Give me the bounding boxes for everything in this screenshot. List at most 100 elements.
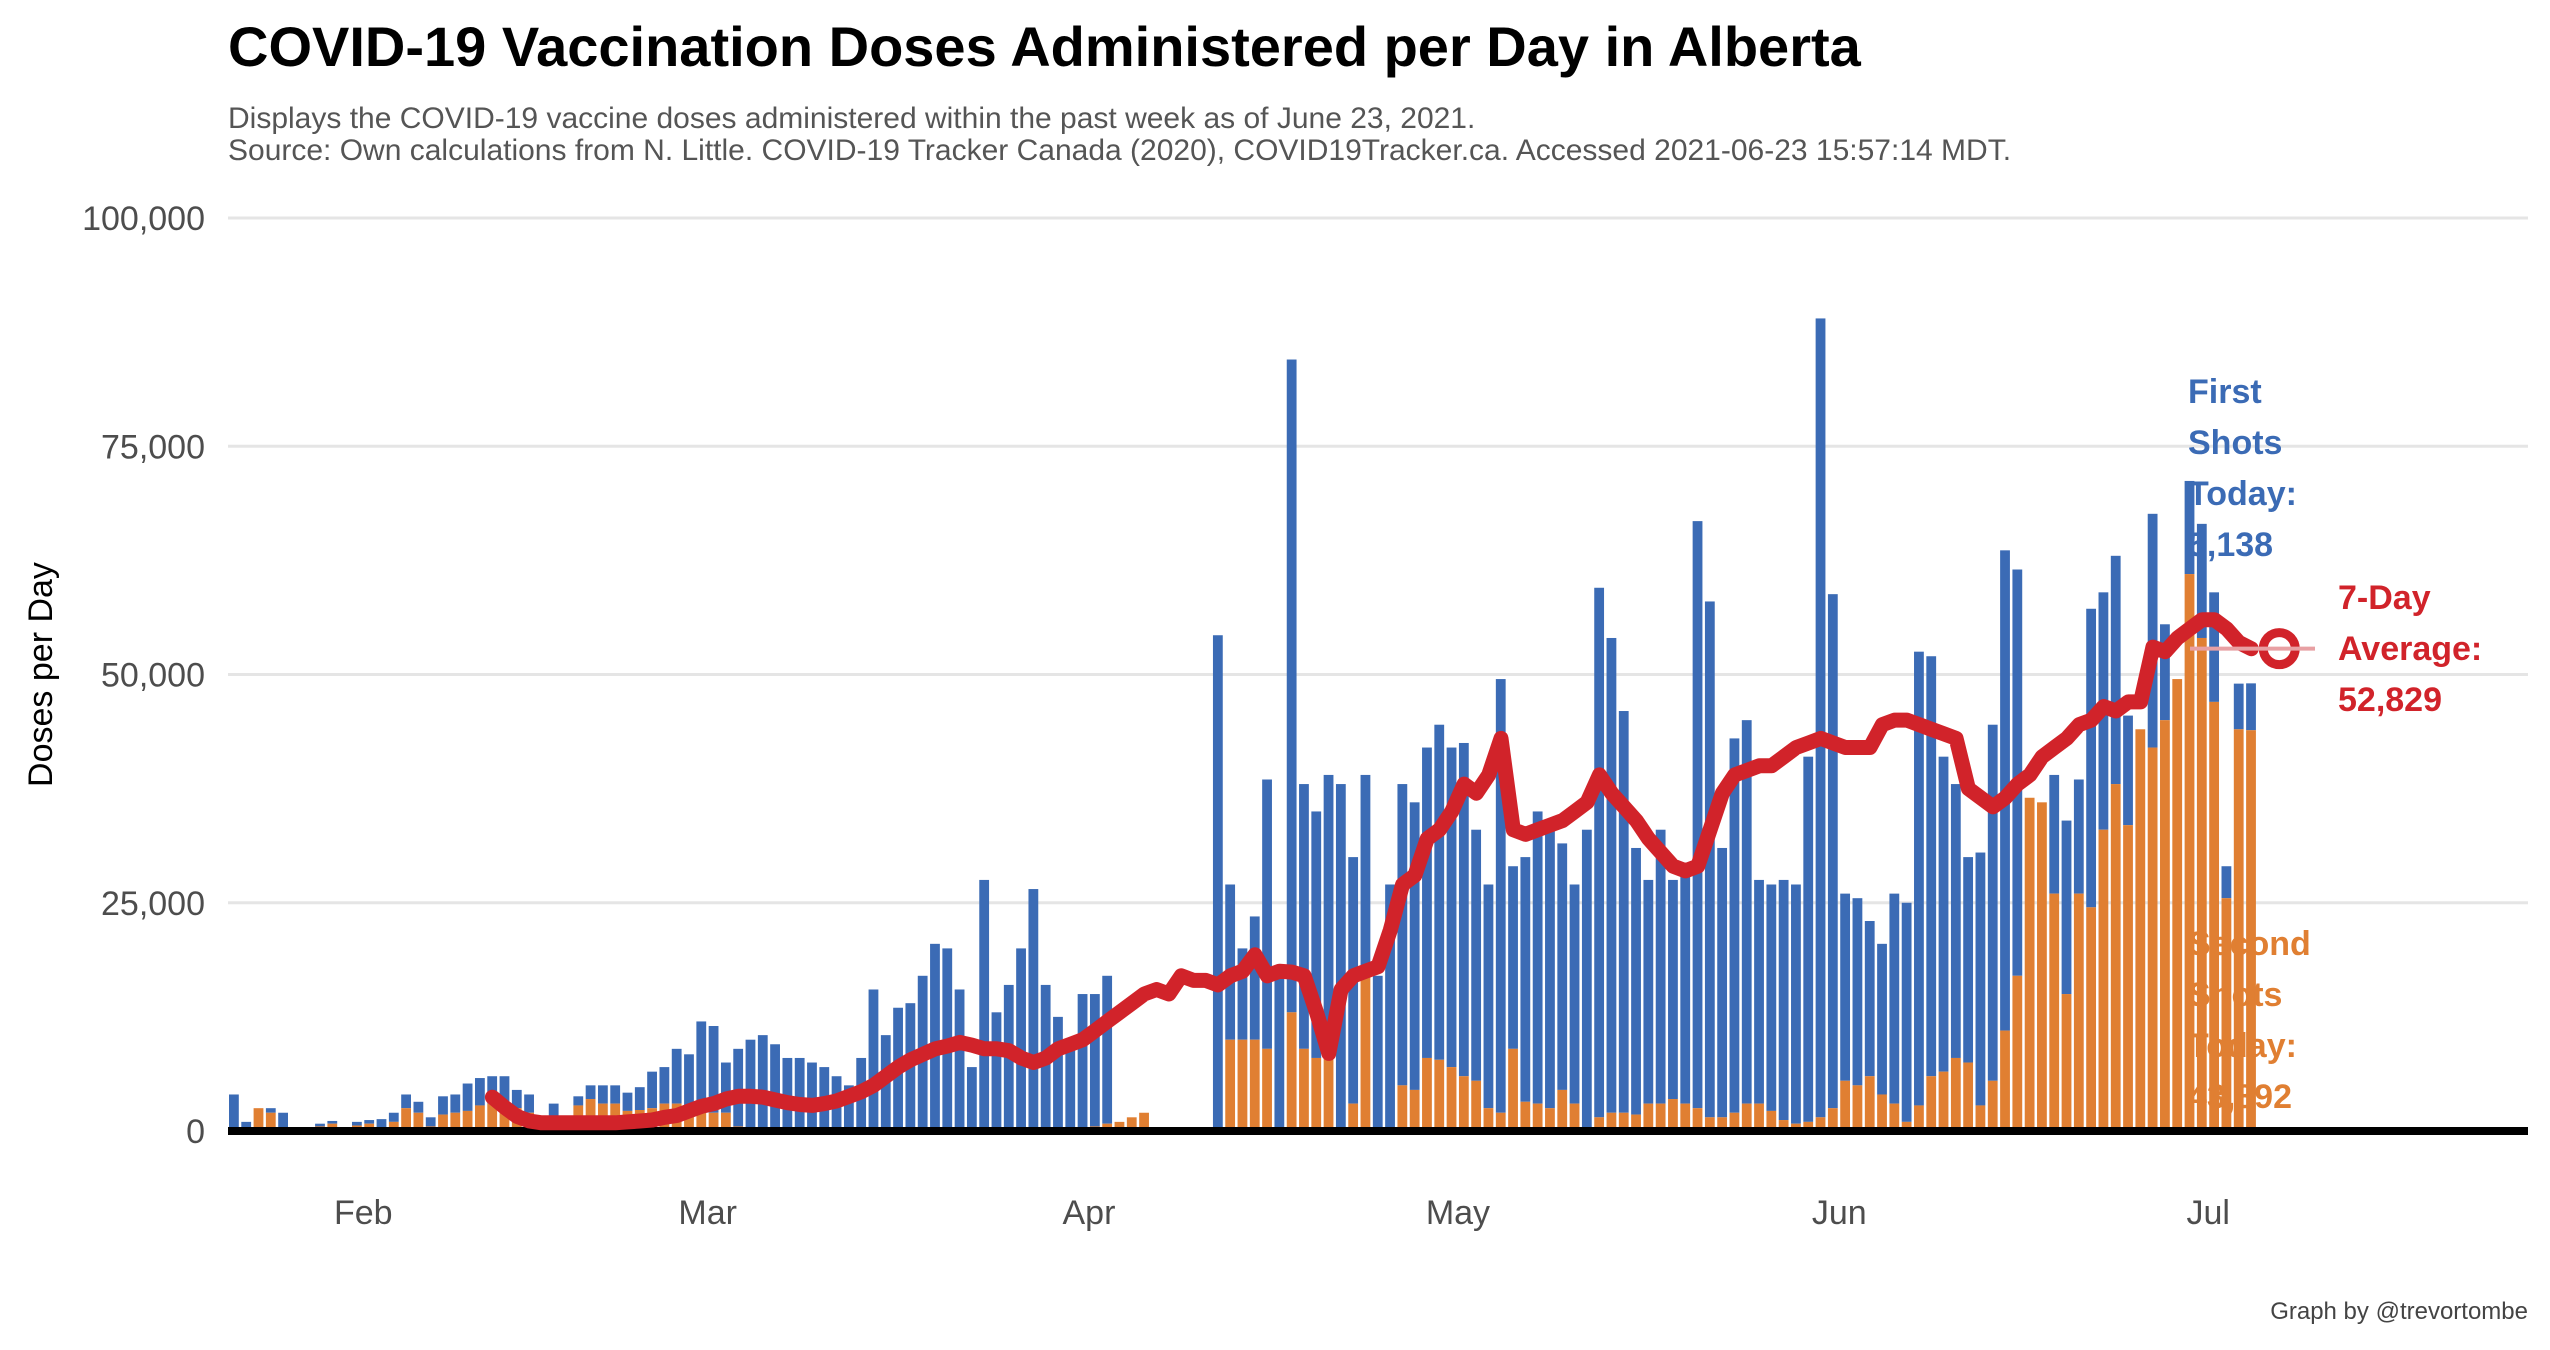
bar-second-shots — [585, 1099, 596, 1131]
bar-first-shots — [1581, 829, 1592, 1131]
x-tick-label: Mar — [678, 1194, 737, 1232]
bar-first-shots — [1372, 975, 1383, 1131]
bar-first-shots — [1815, 318, 1826, 1118]
bar-first-shots — [474, 1078, 485, 1106]
first-shots-annotation: 5,138 — [2188, 526, 2273, 564]
bar-second-shots — [1397, 1085, 1408, 1131]
chart-title: COVID-19 Vaccination Doses Administered … — [228, 15, 1861, 78]
y-axis-label: Doses per Day — [22, 562, 60, 787]
bar-second-shots — [253, 1108, 264, 1131]
bar-second-shots — [2110, 784, 2121, 1131]
bar-first-shots — [364, 1120, 375, 1124]
bar-second-shots — [1926, 1076, 1937, 1131]
bar-first-shots — [1741, 720, 1752, 1104]
bar-second-shots — [1311, 1057, 1322, 1131]
y-tick-label: 0 — [186, 1113, 205, 1151]
bar-first-shots — [1422, 747, 1432, 1058]
bar-first-shots — [1717, 847, 1728, 1118]
bar-first-shots — [499, 1076, 510, 1104]
bar-first-shots — [757, 1035, 768, 1131]
bar-second-shots — [1827, 1108, 1838, 1131]
bar-first-shots — [745, 1039, 756, 1131]
bar-second-shots — [2024, 797, 2035, 1131]
bar-second-shots — [1569, 1103, 1580, 1131]
bar-first-shots — [229, 1094, 239, 1131]
bar-first-shots — [1262, 779, 1272, 1049]
bar-second-shots — [2123, 825, 2133, 1131]
second-shots-annotation: Shots — [2188, 976, 2282, 1014]
bar-second-shots — [1680, 1103, 1691, 1131]
bar-second-shots — [1963, 1062, 1974, 1131]
bar-first-shots — [1335, 784, 1346, 1131]
bar-first-shots — [1594, 587, 1605, 1118]
bar-first-shots — [954, 989, 965, 1131]
bar-second-shots — [1545, 1108, 1555, 1131]
bar-second-shots — [1532, 1103, 1543, 1131]
bar-first-shots — [2184, 480, 2195, 575]
bar-first-shots — [1446, 747, 1457, 1068]
bar-first-shots — [511, 1089, 522, 1109]
bar-first-shots — [2012, 569, 2023, 976]
bar-second-shots — [388, 1121, 399, 1131]
bar-second-shots — [265, 1112, 276, 1131]
bar-first-shots — [659, 1067, 670, 1104]
bar-second-shots — [1348, 1103, 1359, 1131]
bar-first-shots — [622, 1092, 633, 1111]
bar-second-shots — [1557, 1089, 1568, 1131]
bar-second-shots — [1434, 1059, 1445, 1131]
bar-first-shots — [524, 1094, 534, 1113]
bar-first-shots — [1766, 884, 1777, 1111]
y-tick-label: 25,000 — [101, 885, 205, 923]
bar-first-shots — [843, 1085, 854, 1131]
bar-second-shots — [1987, 1080, 1998, 1131]
bar-second-shots — [1139, 1112, 1149, 1131]
bar-second-shots — [696, 1112, 707, 1131]
bar-second-shots — [1864, 1076, 1875, 1131]
bar-second-shots — [487, 1103, 498, 1131]
bar-first-shots — [1643, 879, 1654, 1104]
bar-second-shots — [1618, 1112, 1629, 1131]
bar-first-shots — [1471, 829, 1482, 1081]
bar-first-shots — [1409, 802, 1420, 1090]
bar-first-shots — [376, 1119, 387, 1131]
bar-second-shots — [1704, 1117, 1715, 1131]
bar-first-shots — [401, 1094, 411, 1109]
bar-first-shots — [733, 1048, 744, 1127]
bar-first-shots — [930, 943, 940, 1131]
bar-first-shots — [807, 1062, 817, 1131]
bar-first-shots — [1631, 847, 1641, 1115]
bar-first-shots — [1249, 916, 1260, 1040]
chart-credit: Graph by @trevortombe — [2270, 1298, 2528, 1325]
bar-first-shots — [1950, 784, 1961, 1058]
bar-first-shots — [1323, 774, 1334, 1058]
bar-second-shots — [1840, 1080, 1851, 1131]
bar-first-shots — [1618, 711, 1629, 1113]
bar-second-shots — [2233, 729, 2244, 1131]
bar-second-shots — [1815, 1117, 1826, 1131]
bar-second-shots — [1766, 1110, 1777, 1131]
bar-first-shots — [265, 1108, 276, 1113]
bar-second-shots — [1803, 1121, 1814, 1131]
bar-second-shots — [499, 1103, 510, 1131]
bar-second-shots — [1889, 1103, 1900, 1131]
bar-second-shots — [2086, 907, 2097, 1131]
bar-first-shots — [2123, 715, 2133, 826]
bar-second-shots — [462, 1110, 473, 1131]
bar-second-shots — [1114, 1121, 1125, 1131]
bar-first-shots — [708, 1026, 719, 1113]
bar-first-shots — [2221, 866, 2232, 899]
bar-second-shots — [1323, 1057, 1334, 1131]
bar-first-shots — [1016, 948, 1026, 1131]
bar-first-shots — [966, 1067, 977, 1131]
bar-first-shots — [597, 1085, 608, 1104]
bar-first-shots — [634, 1087, 645, 1111]
bar-first-shots — [425, 1117, 436, 1127]
first-shots-annotation: Today: — [2188, 475, 2297, 513]
second-shots-annotation: 43,892 — [2188, 1078, 2292, 1116]
bar-first-shots — [1077, 994, 1088, 1131]
bar-second-shots — [1225, 1039, 1236, 1131]
bar-second-shots — [1938, 1071, 1949, 1131]
bar-second-shots — [2196, 637, 2207, 1131]
bar-first-shots — [696, 1021, 707, 1113]
bar-first-shots — [671, 1048, 682, 1104]
